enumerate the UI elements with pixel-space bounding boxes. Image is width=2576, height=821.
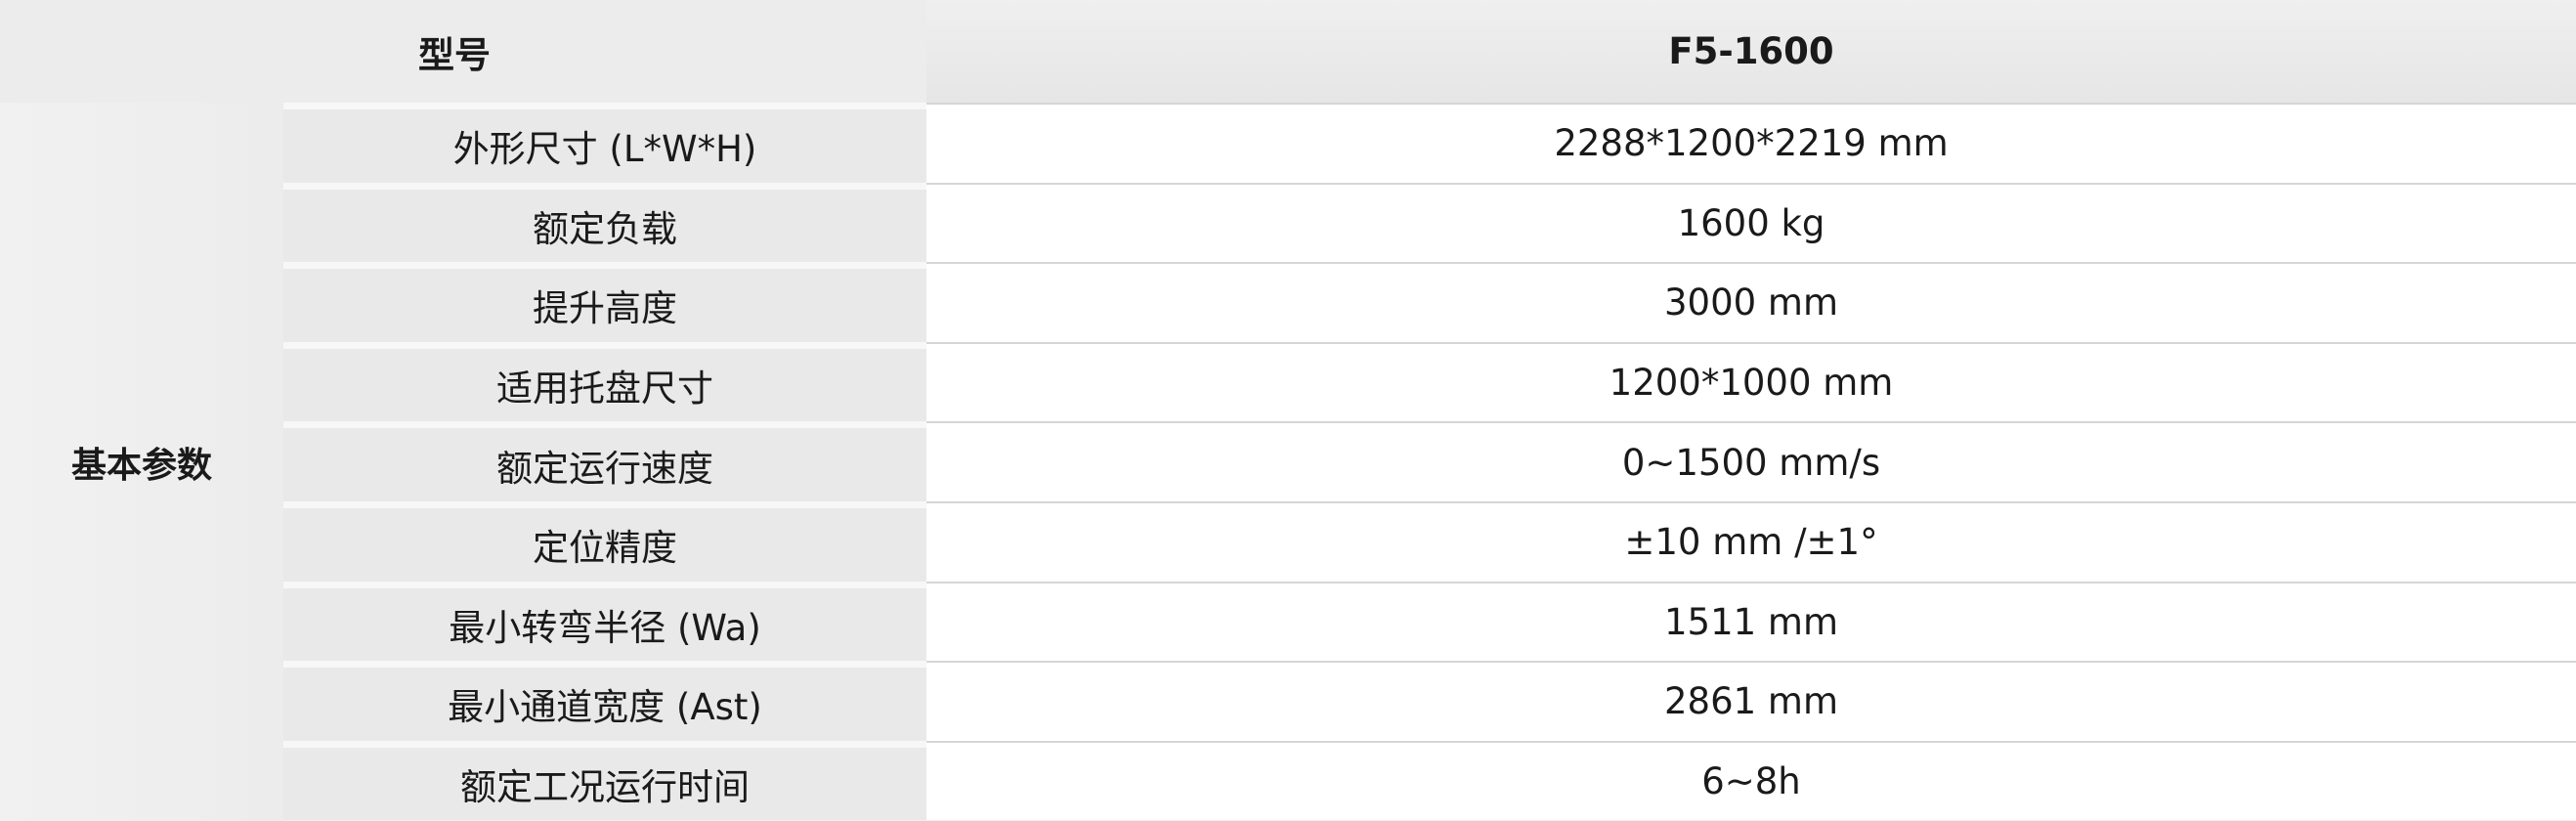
- param-value: 1600 kg: [926, 182, 2576, 263]
- param-label: 额定运行速度: [283, 421, 926, 501]
- param-label: 外形尺寸 (L*W*H): [283, 103, 926, 183]
- param-label: 最小通道宽度 (Ast): [283, 661, 926, 741]
- param-value: 0~1500 mm/s: [926, 421, 2576, 501]
- table-row: 最小通道宽度 (Ast) 2861 mm: [283, 661, 2576, 741]
- param-label: 最小转弯半径 (Wa): [283, 581, 926, 662]
- group-label: 基本参数: [0, 103, 283, 821]
- param-value: 3000 mm: [926, 262, 2576, 342]
- table-row: 额定运行速度 0~1500 mm/s: [283, 421, 2576, 501]
- spec-rows: 外形尺寸 (L*W*H) 2288*1200*2219 mm 额定负载 1600 kg…: [283, 103, 2576, 821]
- param-label: 提升高度: [283, 262, 926, 342]
- table-row: 额定工况运行时间 6~8h: [283, 740, 2576, 821]
- param-label: 定位精度: [283, 500, 926, 582]
- header-model: F5-1600: [926, 0, 2576, 103]
- table-row: 定位精度 ±10 mm /±1°: [283, 500, 2576, 582]
- table-row: 最小转弯半径 (Wa) 1511 mm: [283, 581, 2576, 662]
- param-label: 额定工况运行时间: [283, 740, 926, 821]
- param-value: 1200*1000 mm: [926, 341, 2576, 422]
- table-row: 额定负载 1600 kg: [283, 182, 2576, 263]
- param-value: 1511 mm: [926, 581, 2576, 662]
- header-label: 型号: [0, 0, 926, 103]
- param-value: ±10 mm /±1°: [926, 500, 2576, 582]
- table-row: 适用托盘尺寸 1200*1000 mm: [283, 341, 2576, 422]
- param-value: 2861 mm: [926, 661, 2576, 741]
- param-label: 额定负载: [283, 182, 926, 263]
- table-row: 外形尺寸 (L*W*H) 2288*1200*2219 mm: [283, 103, 2576, 183]
- param-value: 2288*1200*2219 mm: [926, 103, 2576, 183]
- table-row: 提升高度 3000 mm: [283, 262, 2576, 342]
- param-value: 6~8h: [926, 740, 2576, 821]
- param-label: 适用托盘尺寸: [283, 341, 926, 422]
